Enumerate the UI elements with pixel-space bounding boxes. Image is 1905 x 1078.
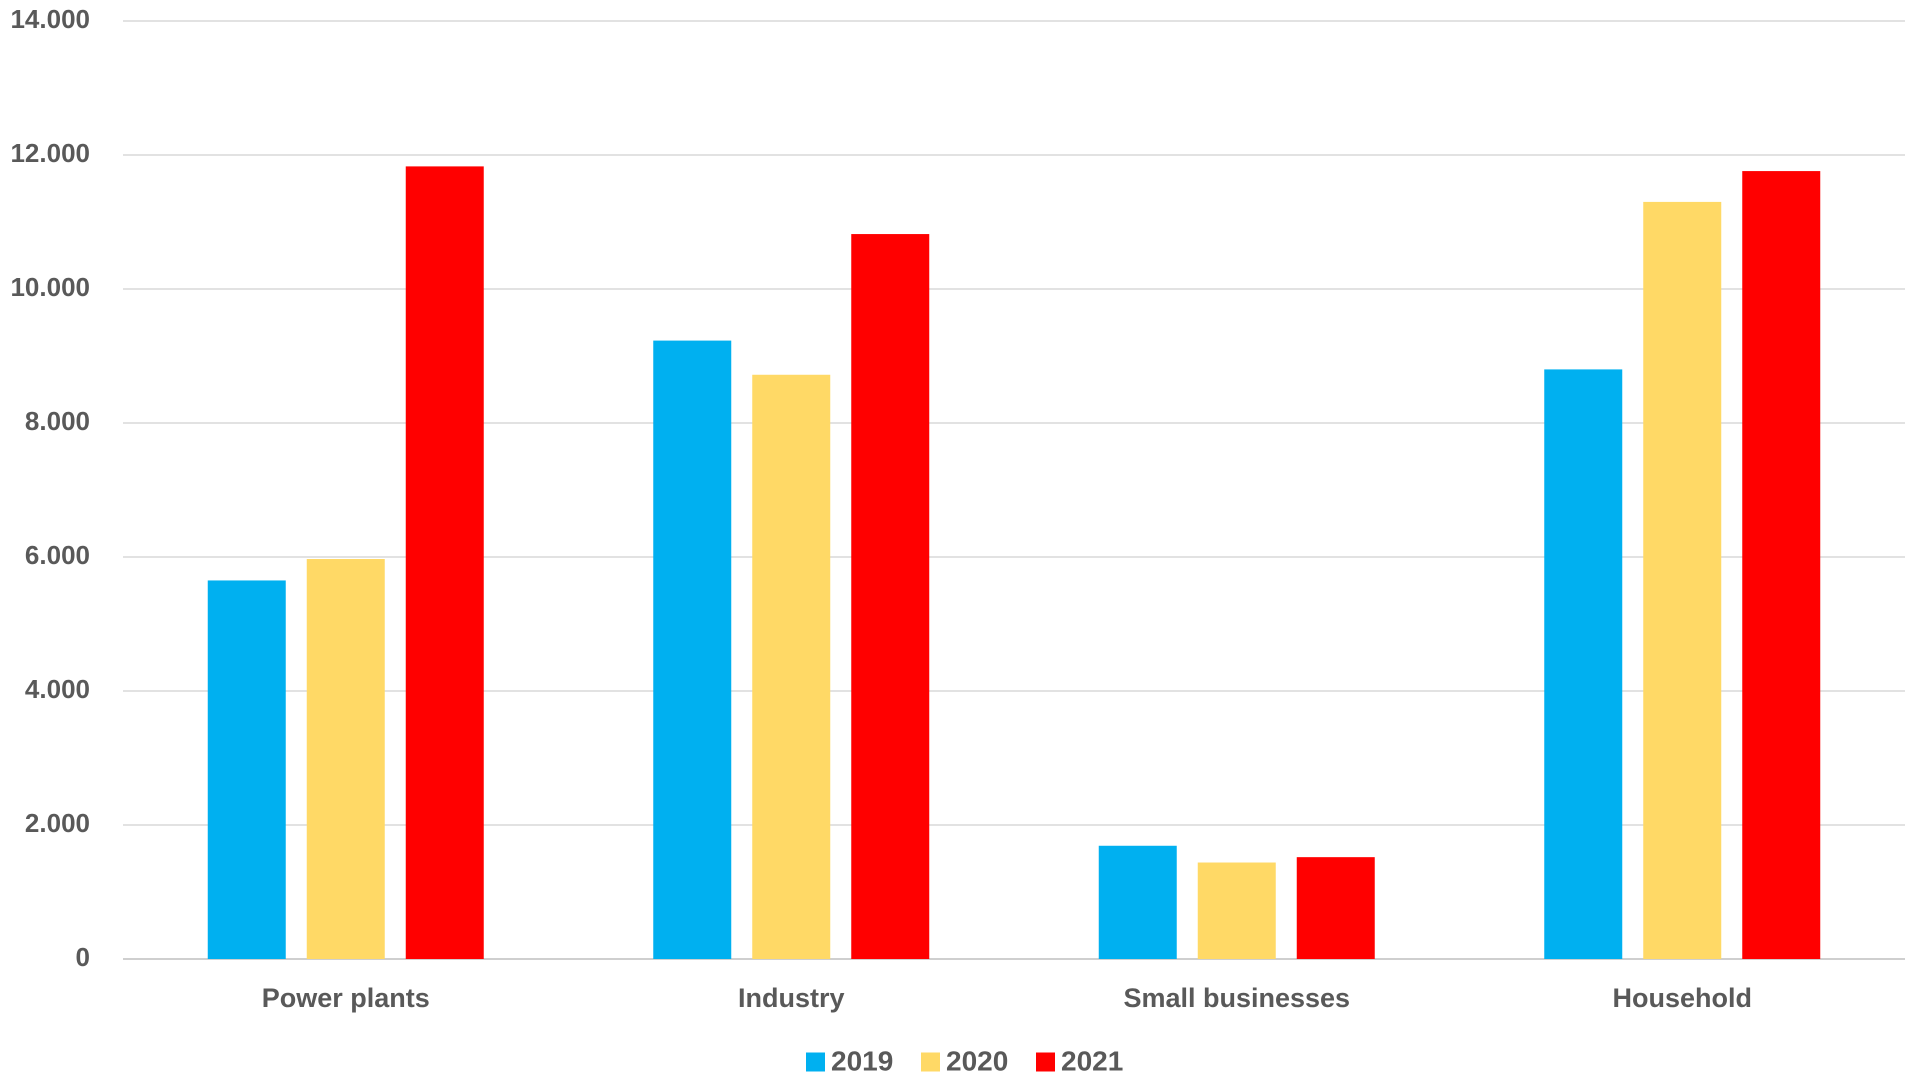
y-axis-tick-labels: 0 2.000 4.000 6.000 8.000 10.000 12.000 14.000 [10,4,90,972]
legend-label-2020: 2020 [946,1045,1008,1076]
bars [207,166,1821,960]
y-tick-label: 6.000 [25,540,90,570]
bar-2021-small-businesses [1296,857,1375,959]
legend-swatch-2019 [806,1052,825,1072]
bar-2019-industry [653,340,732,960]
y-tick-label: 4.000 [25,674,90,704]
y-tick-label: 8.000 [25,406,90,436]
x-category-label: Small businesses [1123,983,1350,1013]
bar-2020-small-businesses [1197,862,1276,959]
legend-swatch-2021 [1036,1052,1055,1072]
bar-2021-household [1742,171,1821,959]
x-category-label: Household [1613,983,1753,1013]
y-tick-label: 14.000 [10,4,90,34]
bar-2019-power-plants [207,580,286,959]
legend: 2019 2020 2021 [806,1045,1123,1076]
bar-2019-household [1544,369,1623,959]
y-tick-label: 0 [76,942,90,972]
gridlines [123,20,1905,960]
bar-2020-household [1643,201,1722,959]
y-tick-label: 10.000 [10,272,90,302]
y-tick-label: 12.000 [10,138,90,168]
x-category-label: Power plants [262,983,430,1013]
legend-swatch-2020 [921,1052,940,1072]
legend-label-2019: 2019 [831,1045,893,1076]
x-category-label: Industry [738,983,845,1013]
x-axis-category-labels: Power plants Industry Small businesses Hous… [262,983,1752,1013]
bar-2020-power-plants [306,559,385,959]
bar-2021-power-plants [405,166,484,959]
y-tick-label: 2.000 [25,808,90,838]
bar-2019-small-businesses [1098,845,1177,959]
bar-2020-industry [752,374,831,959]
legend-label-2021: 2021 [1061,1045,1123,1076]
bar-2021-industry [851,234,930,959]
